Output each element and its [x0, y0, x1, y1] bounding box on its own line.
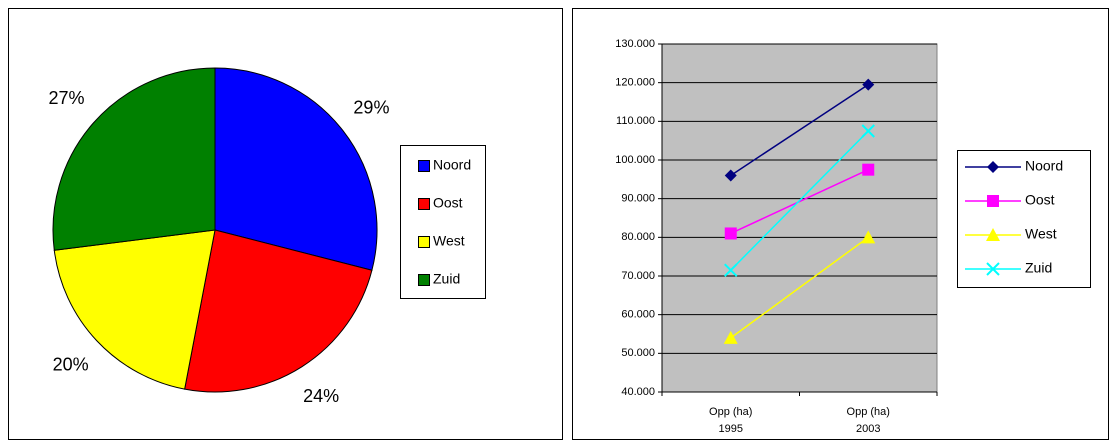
point	[861, 124, 875, 138]
legend-swatch	[418, 274, 430, 286]
legend-box	[400, 145, 486, 299]
legend-label: Zuid	[433, 271, 460, 287]
y-tick-label: 100.000	[615, 154, 655, 166]
y-tick-label: 70.000	[621, 270, 655, 282]
pie-slice	[214, 67, 378, 271]
legend-swatch	[418, 236, 430, 248]
legend-label: Noord	[433, 157, 471, 173]
legend-label: West	[433, 233, 465, 249]
point	[724, 263, 738, 277]
point	[862, 163, 875, 176]
point	[862, 78, 875, 91]
series-line	[730, 236, 869, 339]
pie-slice	[53, 229, 216, 390]
y-tick-label: 130.000	[615, 38, 655, 50]
legend-marker	[986, 262, 1000, 276]
legend-marker	[987, 161, 999, 173]
legend-label: Oost	[433, 195, 463, 211]
y-tick-label: 50.000	[621, 347, 655, 359]
pie-slice	[52, 67, 216, 251]
legend-label: Oost	[1025, 192, 1055, 208]
slice-label: 24%	[303, 386, 339, 406]
plot-area	[661, 43, 938, 393]
legend-swatch	[418, 198, 430, 210]
y-tick-label: 80.000	[621, 231, 655, 243]
point	[724, 169, 737, 182]
y-tick-label: 60.000	[621, 309, 655, 321]
series-line	[730, 83, 869, 177]
legend-marker	[986, 228, 1000, 241]
x-tick-label: Opp (ha) 1995	[709, 406, 753, 435]
y-tick-label: 110.000	[616, 115, 655, 127]
y-tick-label: 90.000	[621, 193, 655, 205]
legend-label: Noord	[1025, 158, 1063, 174]
x-tick-label: Opp (ha) 2003	[846, 406, 890, 435]
y-tick-label: 40.000	[621, 386, 655, 398]
legend-label: West	[1025, 226, 1057, 242]
point	[723, 330, 738, 344]
legend-label: Zuid	[1025, 260, 1052, 276]
slice-label: 27%	[48, 88, 84, 108]
slice-label: 20%	[53, 354, 89, 374]
legend-swatch	[418, 160, 430, 172]
legend-marker	[987, 195, 999, 207]
point	[724, 227, 737, 240]
slice-label: 29%	[353, 97, 389, 117]
y-tick-label: 120.000	[615, 77, 655, 89]
legend-box	[957, 150, 1091, 288]
pie-slice	[184, 229, 373, 393]
point	[861, 230, 876, 244]
series-line	[730, 130, 869, 271]
